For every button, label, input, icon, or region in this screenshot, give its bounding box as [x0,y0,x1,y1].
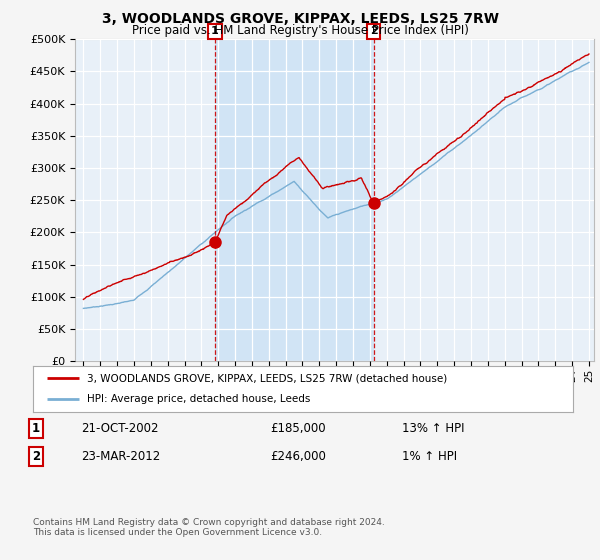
Text: 3, WOODLANDS GROVE, KIPPAX, LEEDS, LS25 7RW: 3, WOODLANDS GROVE, KIPPAX, LEEDS, LS25 … [101,12,499,26]
Text: 13% ↑ HPI: 13% ↑ HPI [402,422,464,435]
Text: £246,000: £246,000 [270,450,326,463]
Bar [215,39,374,361]
Text: 1: 1 [32,422,40,435]
Text: £185,000: £185,000 [270,422,326,435]
Text: 2: 2 [32,450,40,463]
Text: 2: 2 [370,26,377,36]
Text: Contains HM Land Registry data © Crown copyright and database right 2024.
This d: Contains HM Land Registry data © Crown c… [33,518,385,538]
Text: 1% ↑ HPI: 1% ↑ HPI [402,450,457,463]
Text: 1: 1 [211,26,219,36]
Text: 21-OCT-2002: 21-OCT-2002 [81,422,158,435]
Text: Price paid vs. HM Land Registry's House Price Index (HPI): Price paid vs. HM Land Registry's House … [131,24,469,36]
Text: HPI: Average price, detached house, Leeds: HPI: Average price, detached house, Leed… [87,394,310,404]
Text: 3, WOODLANDS GROVE, KIPPAX, LEEDS, LS25 7RW (detached house): 3, WOODLANDS GROVE, KIPPAX, LEEDS, LS25 … [87,373,447,383]
Text: 23-MAR-2012: 23-MAR-2012 [81,450,160,463]
